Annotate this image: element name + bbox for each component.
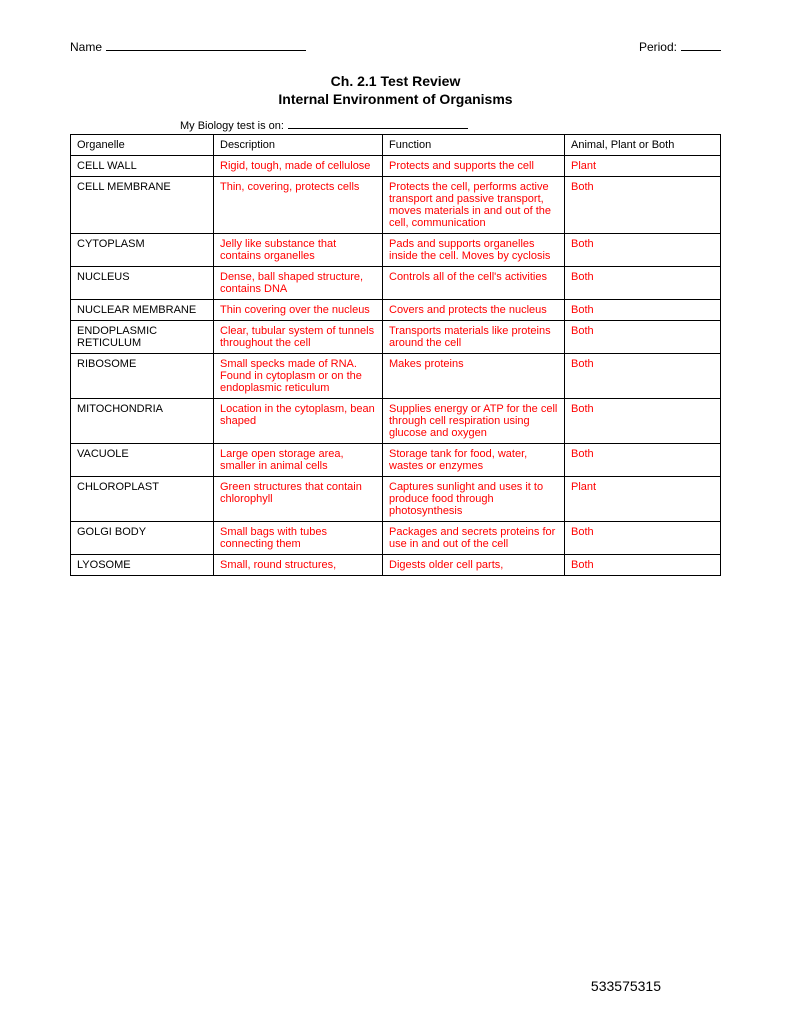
table-row: NUCLEAR MEMBRANEThin covering over the n… [71, 300, 721, 321]
cell-function: Storage tank for food, water, wastes or … [383, 444, 565, 477]
cell-description: Small, round structures, [214, 555, 383, 576]
cell-function: Digests older cell parts, [383, 555, 565, 576]
column-header-type: Animal, Plant or Both [565, 135, 721, 156]
cell-description: Large open storage area, smaller in anim… [214, 444, 383, 477]
cell-type: Both [565, 300, 721, 321]
cell-type: Both [565, 399, 721, 444]
table-row: ENDOPLASMIC RETICULUMClear, tubular syst… [71, 321, 721, 354]
cell-type: Both [565, 444, 721, 477]
cell-description: Small specks made of RNA. Found in cytop… [214, 354, 383, 399]
cell-function: Transports materials like proteins aroun… [383, 321, 565, 354]
cell-function: Pads and supports organelles inside the … [383, 234, 565, 267]
period-field: Period: [639, 40, 721, 54]
cell-function: Packages and secrets proteins for use in… [383, 522, 565, 555]
cell-description: Green structures that contain chlorophyl… [214, 477, 383, 522]
table-row: GOLGI BODYSmall bags with tubes connecti… [71, 522, 721, 555]
cell-description: Rigid, tough, made of cellulose [214, 156, 383, 177]
cell-description: Thin covering over the nucleus [214, 300, 383, 321]
table-row: CYTOPLASMJelly like substance that conta… [71, 234, 721, 267]
column-header-description: Description [214, 135, 383, 156]
table-row: CELL MEMBRANEThin, covering, protects ce… [71, 177, 721, 234]
cell-type: Plant [565, 477, 721, 522]
cell-organelle: CELL MEMBRANE [71, 177, 214, 234]
header-row: Name Period: [70, 40, 721, 54]
cell-type: Both [565, 522, 721, 555]
cell-function: Protects the cell, performs active trans… [383, 177, 565, 234]
table-row: MITOCHONDRIALocation in the cytoplasm, b… [71, 399, 721, 444]
test-date-row: My Biology test is on: [180, 120, 721, 132]
footer-number: 533575315 [591, 978, 661, 994]
cell-organelle: RIBOSOME [71, 354, 214, 399]
cell-type: Both [565, 321, 721, 354]
cell-function: Makes proteins [383, 354, 565, 399]
cell-function: Covers and protects the nucleus [383, 300, 565, 321]
table-header-row: Organelle Description Function Animal, P… [71, 135, 721, 156]
table-row: CHLOROPLASTGreen structures that contain… [71, 477, 721, 522]
table-row: RIBOSOMESmall specks made of RNA. Found … [71, 354, 721, 399]
cell-type: Both [565, 555, 721, 576]
cell-function: Controls all of the cell's activities [383, 267, 565, 300]
title-line-1: Ch. 2.1 Test Review [70, 72, 721, 90]
period-label: Period: [639, 40, 677, 54]
table-row: LYOSOMESmall, round structures,Digests o… [71, 555, 721, 576]
table-row: NUCLEUSDense, ball shaped structure, con… [71, 267, 721, 300]
table-row: VACUOLELarge open storage area, smaller … [71, 444, 721, 477]
cell-organelle: LYOSOME [71, 555, 214, 576]
cell-type: Both [565, 234, 721, 267]
cell-organelle: CHLOROPLAST [71, 477, 214, 522]
cell-function: Supplies energy or ATP for the cell thro… [383, 399, 565, 444]
cell-organelle: NUCLEAR MEMBRANE [71, 300, 214, 321]
test-date-blank-line [288, 128, 468, 129]
cell-description: Thin, covering, protects cells [214, 177, 383, 234]
cell-organelle: ENDOPLASMIC RETICULUM [71, 321, 214, 354]
column-header-function: Function [383, 135, 565, 156]
name-field: Name [70, 40, 306, 54]
cell-function: Protects and supports the cell [383, 156, 565, 177]
cell-organelle: CELL WALL [71, 156, 214, 177]
test-date-label: My Biology test is on: [180, 120, 284, 132]
cell-type: Both [565, 354, 721, 399]
cell-organelle: VACUOLE [71, 444, 214, 477]
cell-description: Jelly like substance that contains organ… [214, 234, 383, 267]
cell-organelle: GOLGI BODY [71, 522, 214, 555]
cell-organelle: CYTOPLASM [71, 234, 214, 267]
name-blank-line [106, 50, 306, 51]
cell-description: Clear, tubular system of tunnels through… [214, 321, 383, 354]
title-line-2: Internal Environment of Organisms [70, 90, 721, 108]
cell-description: Dense, ball shaped structure, contains D… [214, 267, 383, 300]
cell-type: Both [565, 267, 721, 300]
organelle-table: Organelle Description Function Animal, P… [70, 134, 721, 576]
cell-description: Small bags with tubes connecting them [214, 522, 383, 555]
name-label: Name [70, 40, 102, 54]
cell-type: Plant [565, 156, 721, 177]
cell-organelle: NUCLEUS [71, 267, 214, 300]
title-block: Ch. 2.1 Test Review Internal Environment… [70, 72, 721, 108]
period-blank-line [681, 50, 721, 51]
table-row: CELL WALLRigid, tough, made of cellulose… [71, 156, 721, 177]
cell-function: Captures sunlight and uses it to produce… [383, 477, 565, 522]
column-header-organelle: Organelle [71, 135, 214, 156]
cell-organelle: MITOCHONDRIA [71, 399, 214, 444]
cell-description: Location in the cytoplasm, bean shaped [214, 399, 383, 444]
cell-type: Both [565, 177, 721, 234]
